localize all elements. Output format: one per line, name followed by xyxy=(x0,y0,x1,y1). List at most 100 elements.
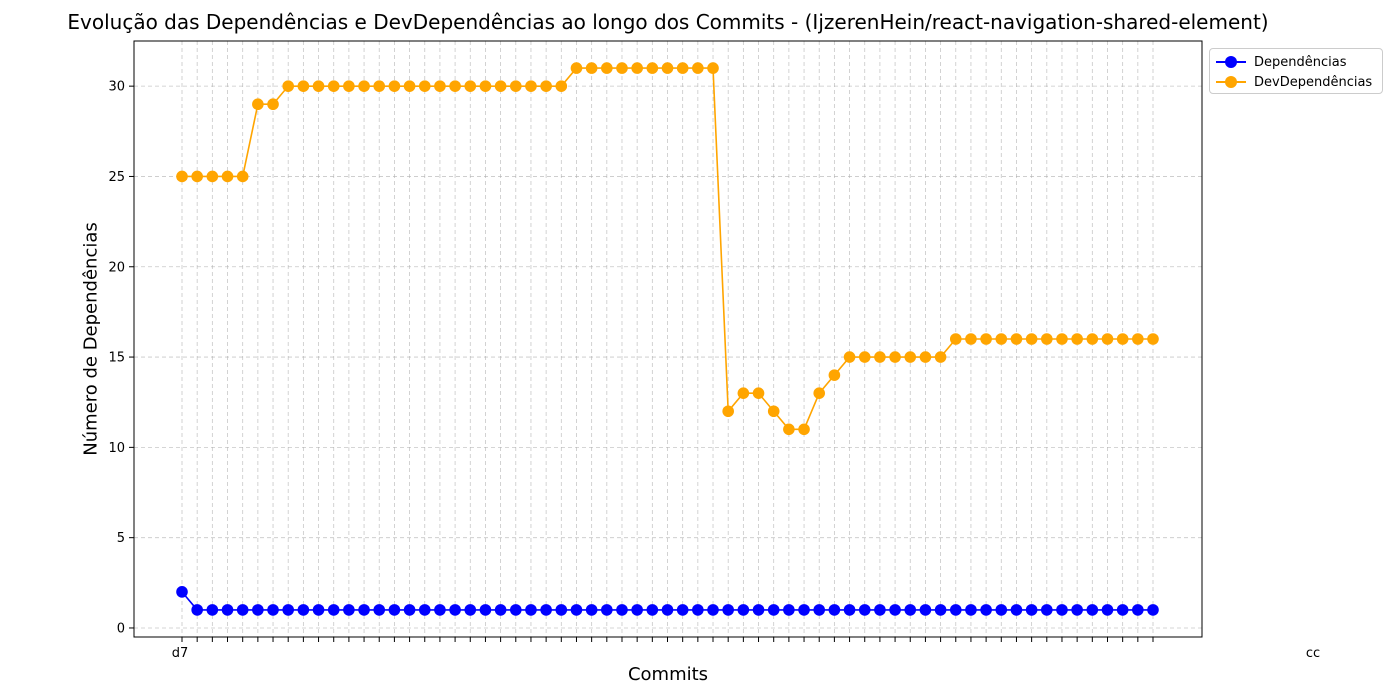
data-point xyxy=(1040,604,1053,616)
data-point xyxy=(479,80,492,92)
data-point xyxy=(343,604,355,616)
data-point xyxy=(616,62,628,74)
data-point xyxy=(843,351,856,363)
data-point xyxy=(631,604,643,616)
data-point xyxy=(221,170,234,183)
data-point xyxy=(661,604,674,616)
data-point xyxy=(995,333,1008,345)
data-point xyxy=(601,62,613,74)
data-point xyxy=(722,405,734,418)
data-point xyxy=(616,604,628,616)
data-point xyxy=(373,80,386,92)
data-point xyxy=(464,80,477,92)
data-point xyxy=(798,604,810,616)
data-point xyxy=(525,604,537,616)
data-point xyxy=(540,604,552,616)
data-point xyxy=(934,604,947,616)
data-point xyxy=(449,604,461,616)
data-point xyxy=(555,80,568,92)
data-point xyxy=(783,423,795,436)
data-point xyxy=(813,604,826,616)
data-point xyxy=(1086,333,1099,345)
data-point xyxy=(1132,604,1144,616)
data-point xyxy=(783,604,795,616)
data-point xyxy=(297,604,310,616)
data-point xyxy=(494,604,507,616)
data-point xyxy=(843,604,856,616)
data-point xyxy=(631,62,643,74)
data-point xyxy=(343,80,355,92)
chart-title: Evolução das Dependências e DevDependênc… xyxy=(67,10,1269,34)
series-layer xyxy=(176,62,1159,616)
data-point xyxy=(327,604,340,616)
data-point xyxy=(874,604,886,616)
data-point xyxy=(995,604,1008,616)
data-point xyxy=(509,604,522,616)
data-point xyxy=(494,80,507,92)
data-point xyxy=(176,586,188,598)
data-point xyxy=(949,333,962,345)
data-point xyxy=(434,604,446,616)
data-point xyxy=(934,351,947,363)
data-point xyxy=(980,604,992,616)
data-point xyxy=(358,80,370,92)
data-point xyxy=(312,604,325,616)
y-tick-label: 20 xyxy=(108,260,125,275)
data-point xyxy=(707,604,719,616)
data-point xyxy=(221,604,234,616)
data-point xyxy=(1086,604,1099,616)
data-point xyxy=(798,423,810,436)
data-point xyxy=(327,80,340,92)
data-point xyxy=(312,80,325,92)
data-point xyxy=(176,170,188,183)
y-tick-label: 15 xyxy=(108,351,125,366)
data-point xyxy=(722,604,734,616)
data-point xyxy=(858,351,871,363)
data-point xyxy=(403,80,416,92)
legend-item-dependencias: Dependências xyxy=(1216,52,1347,72)
legend-label-dependencias: Dependências xyxy=(1254,54,1347,70)
data-point xyxy=(418,80,431,92)
data-point xyxy=(525,80,537,92)
x-axis-label: Commits xyxy=(627,664,709,685)
data-point xyxy=(191,170,203,183)
data-point xyxy=(1010,604,1023,616)
data-point xyxy=(297,80,310,92)
y-tick-label: 10 xyxy=(108,441,125,456)
data-point xyxy=(1116,604,1129,616)
data-point xyxy=(570,604,583,616)
data-point xyxy=(434,80,446,92)
data-point xyxy=(585,604,598,616)
series-line-1 xyxy=(182,67,1153,431)
data-point xyxy=(1132,333,1144,345)
data-point xyxy=(889,351,901,363)
axis-ticks: 0 5 10 15 20 25 30 d7 cc xyxy=(108,80,1320,661)
data-point xyxy=(479,604,492,616)
data-point xyxy=(980,333,992,345)
data-point xyxy=(282,604,295,616)
data-point xyxy=(828,604,841,616)
y-tick-label: 5 xyxy=(117,531,125,546)
data-point xyxy=(1025,333,1038,345)
data-point xyxy=(767,604,780,616)
data-point xyxy=(555,604,568,616)
data-point xyxy=(904,604,917,616)
data-point xyxy=(767,405,780,418)
data-point xyxy=(236,604,249,616)
data-point xyxy=(828,369,841,381)
data-point xyxy=(206,170,219,183)
data-point xyxy=(646,604,659,616)
data-point xyxy=(737,604,750,616)
data-point xyxy=(889,604,901,616)
data-point xyxy=(692,62,704,74)
data-point xyxy=(813,387,826,399)
data-point xyxy=(1025,604,1038,616)
data-point xyxy=(236,170,249,183)
legend-label-devdependencias: DevDependências xyxy=(1254,74,1373,90)
data-point xyxy=(919,604,932,616)
data-point xyxy=(358,604,370,616)
data-point xyxy=(449,80,461,92)
grid-lines xyxy=(134,41,1202,637)
data-point xyxy=(464,604,477,616)
